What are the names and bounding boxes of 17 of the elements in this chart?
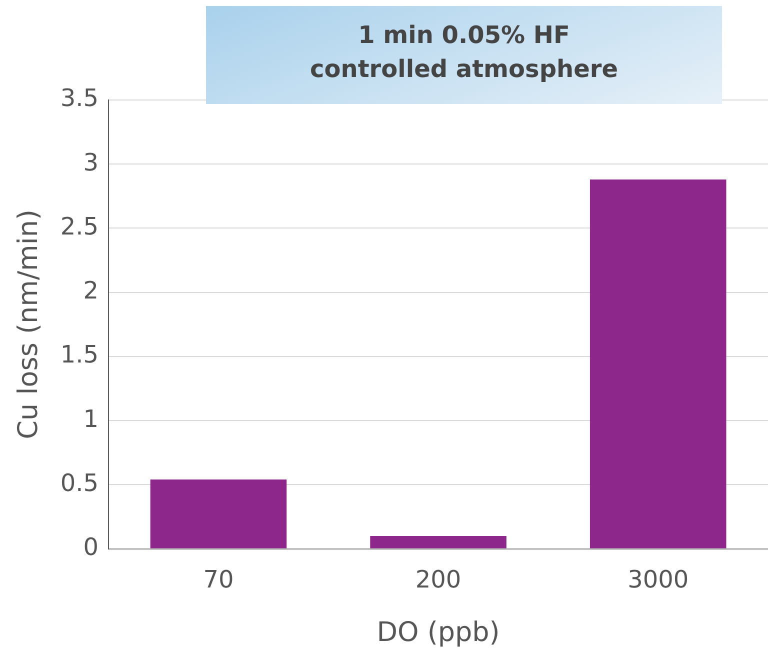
x-tick-label: 70 [203, 565, 234, 594]
y-tick-label: 2 [83, 276, 99, 305]
y-tick-label: 3.5 [60, 84, 99, 112]
y-tick-label: 1.5 [60, 340, 99, 369]
x-tick-label: 3000 [628, 565, 689, 594]
bar [150, 480, 287, 548]
bar [590, 180, 726, 548]
y-tick-label: 2.5 [60, 212, 99, 240]
y-tick-label: 0 [83, 533, 99, 562]
y-axis-title: Cu loss (nm/min) [13, 210, 44, 440]
x-axis-title: DO (ppb) [376, 616, 500, 648]
x-tick-label: 200 [415, 565, 462, 594]
y-tick-label: 3 [83, 148, 99, 176]
y-tick-label: 0.5 [60, 468, 99, 497]
y-tick-label: 1 [83, 404, 99, 433]
bar [370, 536, 506, 548]
chart-title: 1 min 0.05% HF controlled atmosphere [309, 20, 619, 85]
